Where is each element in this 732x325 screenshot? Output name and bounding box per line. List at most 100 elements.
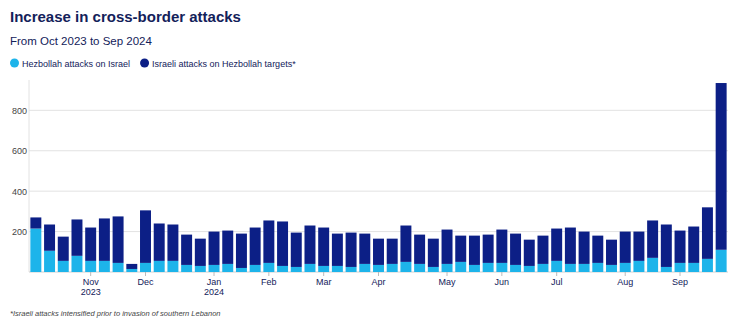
x-tick-label: Jan2024	[204, 277, 224, 297]
bar-segment	[332, 234, 343, 266]
x-tick-label: Sep	[672, 277, 688, 287]
bar-segment	[304, 226, 315, 264]
x-tick	[268, 272, 269, 276]
bar-segment	[400, 262, 411, 272]
bar-segment	[428, 267, 439, 272]
bar-segment	[606, 265, 617, 272]
bar-segment	[551, 229, 562, 261]
bar-segment	[195, 239, 206, 266]
bar-segment	[277, 266, 288, 272]
bar-segment	[592, 236, 603, 263]
bar-segment	[44, 251, 55, 272]
bar-segment	[85, 261, 96, 272]
bar-segment	[702, 207, 713, 259]
bar-segment	[702, 259, 713, 272]
bar-segment	[633, 261, 644, 272]
bar-segment	[524, 266, 535, 272]
bar-segment	[537, 236, 548, 264]
y-axis-line	[29, 80, 30, 272]
bar-segment	[346, 233, 357, 267]
footnote: *Israeli attacks intensified prior to in…	[10, 309, 221, 318]
bar-segment	[318, 266, 329, 272]
x-tick-label: Mar	[316, 277, 332, 287]
bar-segment	[414, 235, 425, 264]
bar-segment	[387, 264, 398, 272]
bar-segment	[99, 218, 110, 260]
bar-segment	[154, 261, 165, 272]
title: Increase in cross-border attacks	[10, 8, 241, 25]
bar-segment	[209, 232, 220, 265]
x-tick	[145, 272, 146, 276]
bar-segment	[469, 236, 480, 265]
bar-segment	[688, 263, 699, 272]
bar-segment	[565, 228, 576, 264]
bar-segment	[661, 267, 672, 272]
bar-segment	[387, 239, 398, 264]
bar-segment	[113, 216, 124, 262]
x-tick	[556, 272, 557, 276]
bar-segment	[373, 239, 384, 265]
chart-svg: Increase in cross-border attacks From Oct…	[0, 0, 732, 325]
x-tick-label: Apr	[371, 277, 385, 287]
legend-swatch	[140, 59, 149, 68]
x-tick	[680, 272, 681, 276]
bar-segment	[606, 240, 617, 265]
bar-segment	[250, 265, 261, 272]
bar-segment	[71, 219, 82, 255]
bar-segment	[167, 261, 178, 272]
bar-segment	[675, 231, 686, 263]
bar-segment	[140, 210, 151, 263]
bar-segment	[167, 225, 178, 261]
bar-segment	[537, 264, 548, 272]
subtitle: From Oct 2023 to Sep 2024	[10, 35, 153, 47]
bar-segment	[510, 265, 521, 272]
y-tick-label: 600	[12, 146, 27, 156]
bar-segment	[99, 261, 110, 272]
bar-segment	[716, 83, 727, 250]
bar-segment	[565, 264, 576, 272]
bar-segment	[373, 265, 384, 272]
y-tick-label: 800	[12, 106, 27, 116]
bar-segment	[647, 220, 658, 257]
bar-segment	[236, 268, 247, 272]
x-tick	[378, 272, 379, 276]
bar-segment	[332, 266, 343, 272]
legend-label: Hezbollah attacks on Israel	[22, 59, 130, 69]
bar-segment	[58, 261, 69, 272]
bar-segment	[675, 263, 686, 272]
bar-segment	[222, 264, 233, 272]
bar-segment	[469, 265, 480, 272]
bar-segment	[140, 263, 151, 272]
bar-segment	[291, 267, 302, 272]
bar-segment	[318, 228, 329, 266]
x-tick-label: Nov2023	[81, 277, 101, 297]
bar-segment	[85, 228, 96, 261]
bar-segment	[181, 265, 192, 272]
bar-segment	[30, 229, 41, 272]
grid-line	[29, 191, 728, 192]
bar-segment	[483, 235, 494, 263]
bar-segment	[442, 264, 453, 272]
x-tick-label: Dec	[137, 277, 154, 287]
bars	[30, 83, 726, 272]
legend-swatch	[10, 59, 19, 68]
bar-segment	[483, 263, 494, 272]
bar-segment	[195, 266, 206, 272]
bar-segment	[58, 237, 69, 261]
bar-segment	[44, 225, 55, 251]
bar-segment	[592, 263, 603, 272]
bar-segment	[346, 267, 357, 272]
x-tick	[323, 272, 324, 276]
x-tick	[447, 272, 448, 276]
bar-segment	[291, 233, 302, 267]
grid-line	[29, 150, 728, 151]
bar-segment	[455, 262, 466, 272]
bar-segment	[263, 220, 274, 262]
bar-segment	[30, 217, 41, 228]
bar-segment	[126, 269, 137, 272]
x-tick-label: Feb	[261, 277, 277, 287]
legend-label: Israeli attacks on Hezbollah targets*	[152, 59, 296, 69]
bar-segment	[126, 264, 137, 269]
bar-segment	[428, 239, 439, 267]
bar-segment	[551, 261, 562, 272]
